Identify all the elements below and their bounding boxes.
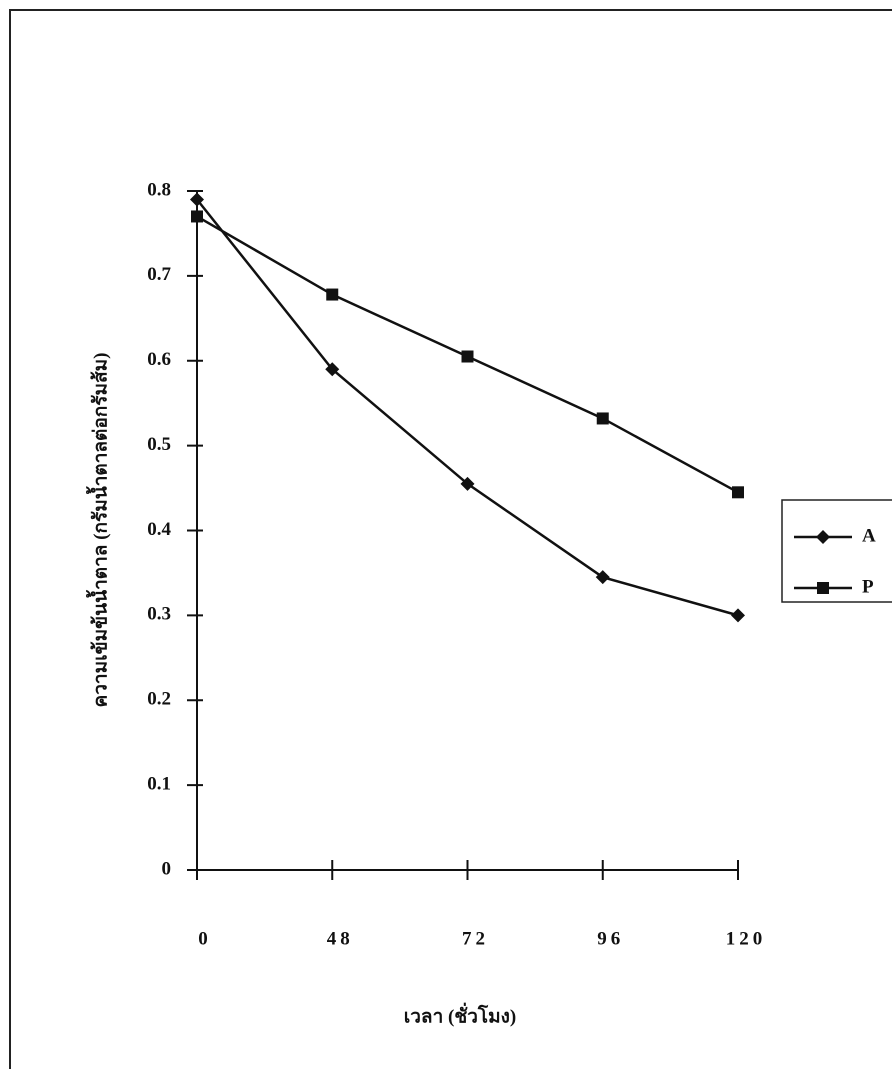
marker: [732, 486, 744, 498]
x-tick-label: 48: [327, 928, 354, 949]
y-tick-label: 0.4: [147, 519, 171, 540]
y-tick-label: 0.7: [147, 264, 171, 285]
legend-label: P: [862, 576, 874, 597]
y-tick-label: 0.2: [147, 689, 171, 710]
marker: [597, 412, 609, 424]
x-tick-label: 120: [726, 928, 767, 949]
marker: [191, 210, 203, 222]
marker: [817, 582, 829, 594]
y-tick-label: 0.8: [147, 179, 171, 200]
y-tick-label: 0.3: [147, 604, 171, 625]
legend-box: [782, 500, 892, 602]
x-tick-label: 72: [462, 928, 489, 949]
x-tick-label: 0: [198, 928, 212, 949]
y-tick-label: 0.5: [147, 434, 171, 455]
marker: [462, 351, 474, 363]
legend-label: A: [862, 525, 876, 546]
x-tick-label: 96: [597, 928, 624, 949]
y-tick-label: 0.1: [147, 773, 171, 794]
chart: เวลา (ชั่วโมง) ความเข้มข้นน้ำตาล (กรัมน้…: [0, 0, 892, 1069]
y-tick-label: 0: [162, 858, 172, 879]
x-axis-label: เวลา (ชั่วโมง): [404, 1002, 516, 1027]
marker: [326, 289, 338, 301]
y-tick-label: 0.6: [147, 349, 171, 370]
frame: [10, 10, 892, 1069]
